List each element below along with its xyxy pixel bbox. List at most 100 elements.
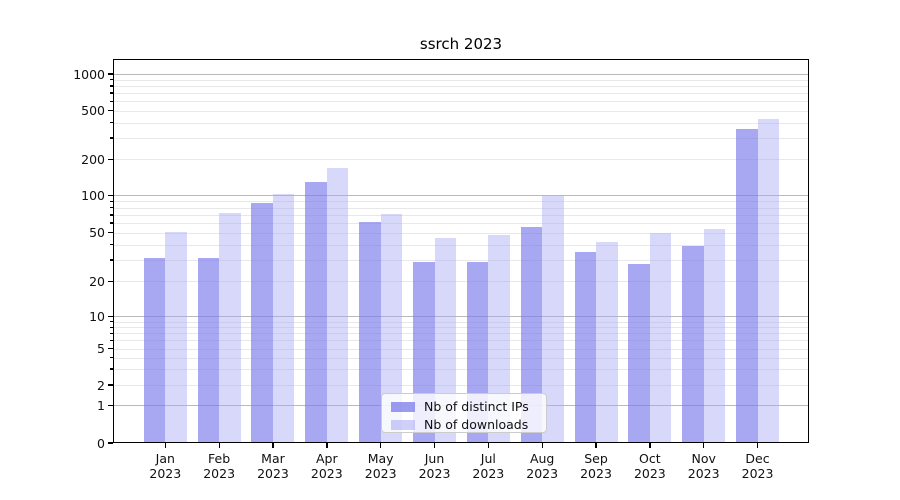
x-tick-mark [433,443,436,448]
gridline-minor [113,357,809,359]
bar-downloads [380,214,403,443]
gridline-minor [113,333,809,335]
y-tick-mark [107,73,113,75]
legend-label-downloads: Nb of downloads [424,417,529,432]
x-tick-label: Oct 2023 [618,451,682,481]
bar-downloads [272,194,295,443]
gridline-minor [113,79,809,81]
y-minor-tick-mark [110,259,113,261]
x-tick-month: Jul [480,451,496,466]
y-minor-tick-mark [110,321,113,323]
y-minor-tick-mark [110,357,113,359]
x-tick-year: 2023 [310,466,343,481]
bar-downloads [165,231,187,443]
bar-distinct-ips [520,226,543,443]
y-minor-tick-mark [110,244,113,246]
bar-downloads [542,195,564,443]
legend-label-distinct-ips: Nb of distinct IPs [424,399,529,414]
legend: Nb of distinct IPs Nb of downloads [381,393,547,433]
y-tick-mark [107,316,113,318]
y-minor-tick-mark [110,332,113,334]
x-tick-month: Jan [155,451,175,466]
y-minor-tick-mark [110,368,113,370]
x-tick-month: Sep [584,451,608,466]
x-tick-label: Jan 2023 [133,451,197,481]
y-tick-label: 1000 [73,66,105,82]
x-tick-mark [595,443,597,448]
gridline-major [113,195,809,197]
y-minor-tick-mark [110,232,113,234]
y-minor-tick-mark [110,207,113,209]
x-tick-label: Jun 2023 [403,451,467,481]
gridline-minor [113,340,809,342]
bar-distinct-ips [682,245,704,443]
gridline-minor [113,85,809,87]
y-minor-tick-mark [110,348,113,350]
bar-distinct-ips [197,258,220,443]
x-tick-month: Jun [424,451,445,466]
bar-distinct-ips [251,203,273,443]
bar-downloads [757,119,780,443]
gridline-minor [113,259,809,261]
x-tick-label: Feb 2023 [187,451,251,481]
bar-downloads [434,238,456,443]
y-minor-tick-mark [110,92,113,94]
y-tick-label: 200 [81,151,105,167]
x-tick-year: 2023 [203,466,236,481]
y-minor-tick-mark [110,158,113,161]
gridline-minor [113,92,809,94]
y-minor-tick-mark [110,384,113,386]
bar-distinct-ips [736,128,758,443]
x-tick-label: Aug 2023 [510,451,574,481]
y-minor-tick-mark [110,214,113,216]
y-minor-tick-mark [110,79,113,81]
y-tick-label: 10 [89,309,105,325]
x-tick-mark [164,443,166,448]
x-tick-year: 2023 [687,466,720,481]
x-tick-year: 2023 [257,466,289,481]
x-tick-mark [703,443,705,448]
y-minor-tick-mark [110,137,113,139]
x-tick-mark [541,443,543,448]
gridline-minor [113,327,809,328]
x-tick-label: Jul 2023 [456,451,520,481]
x-tick-mark [649,443,651,448]
y-tick-label: 20 [89,273,105,289]
legend-item-distinct-ips: Nb of distinct IPs [391,399,546,414]
y-tick-label: 1 [97,398,105,414]
bar-distinct-ips [574,251,597,443]
x-tick-month: Aug [529,451,555,466]
y-minor-tick-mark [110,85,113,87]
y-minor-tick-mark [110,339,113,342]
bar-downloads [703,228,726,443]
x-tick-mark [272,443,274,448]
x-tick-year: 2023 [633,466,666,481]
legend-swatch-distinct-ips [391,401,415,412]
x-tick-mark [218,443,220,448]
y-tick-label: 5 [97,341,105,357]
x-tick-mark [756,443,759,448]
y-tick-mark [107,405,113,407]
y-minor-tick-mark [110,122,113,124]
gridline-minor [113,222,809,224]
gridline-minor [113,385,809,386]
x-tick-month: Apr [316,451,338,466]
y-minor-tick-mark [110,326,113,328]
y-minor-tick-mark [110,200,113,203]
y-tick-label: 0 [97,435,105,451]
chart-title: ssrch 2023 [419,35,503,53]
bar-distinct-ips [359,222,381,443]
x-tick-label: Dec 2023 [726,451,790,481]
x-tick-year: 2023 [580,466,612,481]
x-tick-label: Sep 2023 [564,451,628,481]
x-tick-label: Nov 2023 [672,451,736,481]
y-minor-tick-mark [110,100,113,102]
gridline-major [113,316,809,318]
x-tick-mark [487,443,490,448]
x-tick-month: May [367,451,394,466]
x-tick-month: Dec [745,451,770,466]
y-minor-tick-mark [110,280,113,283]
y-tick-mark [107,195,113,197]
gridline-minor [113,281,809,283]
